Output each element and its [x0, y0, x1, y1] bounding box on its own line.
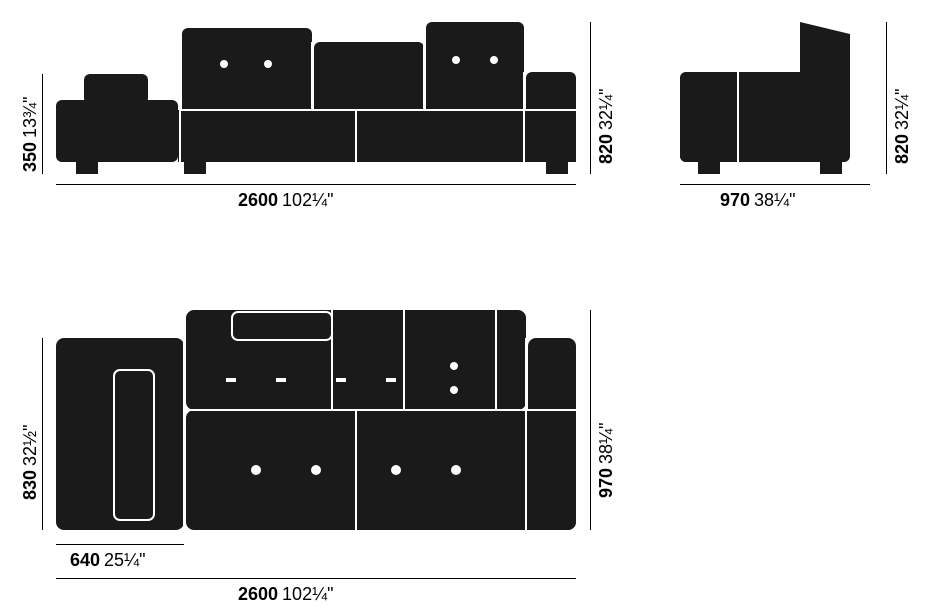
top-width-label: 2600102¼": [238, 584, 333, 605]
top-width-line: [56, 578, 576, 579]
top-depth-right-label: 97038¼": [596, 423, 617, 498]
top-chaise-width-label: 64025¼": [70, 550, 145, 571]
front-height-right-label: 82032¼": [596, 89, 617, 164]
top-depth-right-line: [590, 310, 591, 530]
top-view-silhouette: [56, 310, 576, 530]
side-view-silhouette: [680, 22, 870, 174]
front-height-right-line: [590, 22, 591, 174]
front-width-label: 2600102¼": [238, 190, 333, 211]
side-height-label: 82032¼": [892, 89, 913, 164]
front-view-silhouette: [56, 22, 576, 174]
front-height-left-line: [42, 74, 43, 174]
top-depth-left-line: [42, 338, 43, 530]
side-width-line: [680, 184, 870, 185]
front-width-line: [56, 184, 576, 185]
top-depth-left-label: 83032½": [20, 425, 41, 500]
front-height-left-label: 35013¾": [20, 97, 41, 172]
side-width-label: 97038¼": [720, 190, 795, 211]
side-height-line: [886, 22, 887, 174]
top-chaise-width-line: [56, 544, 184, 545]
